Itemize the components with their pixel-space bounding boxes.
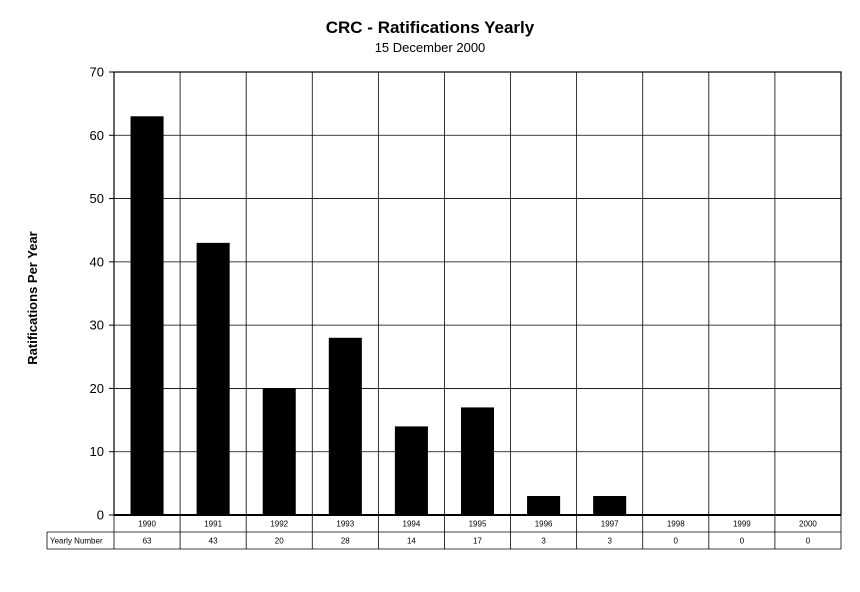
ytick-label-20: 20 [90,381,104,396]
bar-1992 [262,388,296,515]
data-label-1993: 28 [341,537,350,546]
x-tick-label-1994: 1994 [403,520,421,529]
x-tick-label-2000: 2000 [799,520,817,529]
bar-1991 [196,242,230,515]
ytick-label-70: 70 [90,65,104,80]
y-tick-labels: 0 10 20 30 40 50 60 70 [90,65,104,523]
bar-1994 [394,426,428,515]
x-tick-label-1995: 1995 [469,520,487,529]
ytick-label-40: 40 [90,254,104,269]
data-label-1992: 20 [275,537,284,546]
ytick-label-50: 50 [90,191,104,206]
bars [130,116,627,516]
data-label-1994: 14 [407,537,416,546]
ytick-label-30: 30 [90,318,104,333]
data-label-1998: 0 [674,537,679,546]
data-label-1997: 3 [607,537,612,546]
axes [109,71,842,516]
ytick-label-10: 10 [90,444,104,459]
bar-1993 [328,337,362,515]
x-tick-label-1999: 1999 [733,520,751,529]
bar-1997 [593,496,627,515]
data-label-1996: 3 [541,537,546,546]
x-tick-label-1997: 1997 [601,520,619,529]
x-tick-label-1998: 1998 [667,520,685,529]
chart-subtitle: 15 December 2000 [374,40,486,55]
ytick-label-0: 0 [97,508,104,523]
bar-1990 [130,116,164,516]
bar-1995 [460,407,495,515]
data-label-1995: 17 [473,537,482,546]
data-label-1990: 63 [143,537,152,546]
y-axis-label: Ratifications Per Year [25,231,40,364]
data-label-1991: 43 [209,537,218,546]
data-label-2000: 0 [806,537,811,546]
x-tick-label-1991: 1991 [204,520,222,529]
data-table: Yearly Number 1990 63 1991 43 1992 20 1993 28 199… [46,515,842,550]
x-tick-label-1996: 1996 [535,520,553,529]
x-tick-label-1992: 1992 [270,520,288,529]
ytick-label-60: 60 [90,128,104,143]
x-tick-label-1993: 1993 [336,520,354,529]
data-label-1999: 0 [740,537,745,546]
table-row-label: Yearly Number [50,537,103,546]
bar-1996 [527,496,561,515]
chart-title: CRC - Ratifications Yearly [325,18,535,37]
x-tick-label-1990: 1990 [138,520,156,529]
